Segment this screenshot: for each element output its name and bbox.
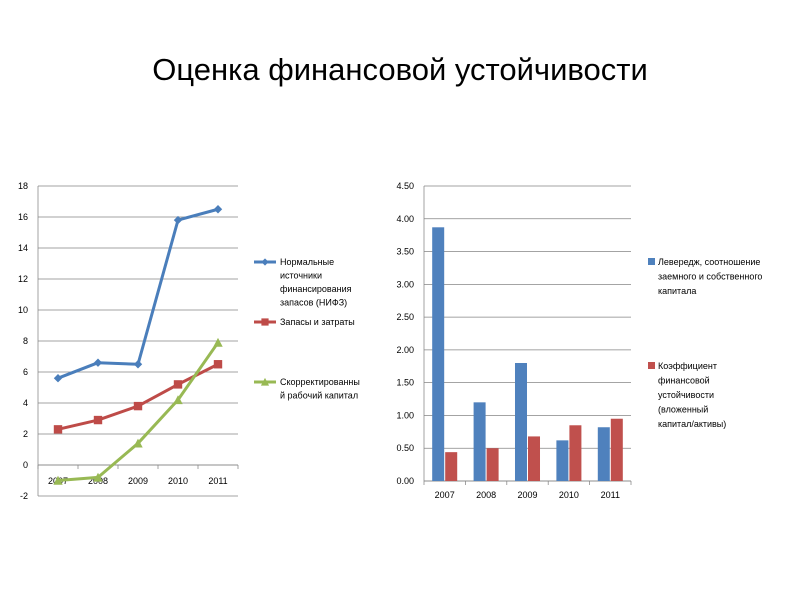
data-point — [173, 380, 183, 389]
y-tick-label: 2.50 — [396, 312, 414, 322]
x-tick-label: 2011 — [601, 490, 620, 500]
bar — [528, 436, 541, 481]
legend-swatch — [648, 258, 655, 265]
y-tick-label: 0.00 — [396, 476, 414, 486]
legend-label: запасов (НИФЗ) — [280, 298, 347, 308]
bar — [432, 227, 445, 481]
legend-label: й рабочий капитал — [280, 391, 358, 401]
y-tick-label: 14 — [18, 243, 28, 253]
legend-label: Нормальные — [280, 257, 334, 267]
y-tick-label: -2 — [20, 491, 28, 501]
data-point — [133, 438, 143, 448]
y-tick-label: 3.50 — [396, 247, 414, 257]
legend-label: капитала — [658, 286, 696, 296]
y-tick-label: 6 — [23, 367, 28, 377]
legend-label: Запасы и затраты — [280, 317, 355, 327]
y-tick-label: 10 — [18, 305, 28, 315]
y-tick-label: 4.50 — [396, 181, 414, 191]
y-tick-label: 4.00 — [396, 214, 414, 224]
y-tick-label: 3.00 — [396, 279, 414, 289]
x-tick-label: 2011 — [208, 476, 227, 486]
bar — [473, 402, 486, 481]
data-point — [93, 472, 103, 482]
x-tick-label: 2010 — [168, 476, 188, 486]
y-tick-label: 2.00 — [396, 345, 414, 355]
data-point — [53, 475, 63, 485]
slide-title: Оценка финансовой устойчивости — [152, 52, 648, 87]
legend-swatch — [648, 362, 655, 369]
legend-label: Левередж, соотношение — [658, 257, 760, 267]
bar — [514, 363, 527, 481]
y-tick-label: 18 — [18, 181, 28, 191]
data-point — [213, 205, 223, 214]
legend-label: источники — [280, 271, 322, 281]
bar — [610, 418, 623, 481]
data-point — [213, 337, 223, 347]
y-tick-label: 8 — [23, 336, 28, 346]
x-tick-label: 2009 — [517, 490, 537, 500]
y-tick-label: 0.50 — [396, 443, 414, 453]
y-tick-label: 2 — [23, 429, 28, 439]
y-tick-label: 1.50 — [396, 378, 414, 388]
legend-label: устойчивости — [658, 390, 714, 400]
y-tick-label: 12 — [18, 274, 28, 284]
x-tick-label: 2008 — [476, 490, 496, 500]
y-tick-label: 4 — [23, 398, 28, 408]
data-point — [93, 415, 103, 425]
data-point — [213, 360, 223, 369]
x-tick-label: 2009 — [128, 476, 148, 486]
legend-label: капитал/активы) — [658, 419, 726, 429]
y-tick-label: 0 — [23, 460, 28, 470]
data-point — [133, 360, 143, 369]
data-point — [173, 395, 183, 405]
legend-label: финансовой — [658, 376, 710, 386]
data-point — [53, 425, 63, 434]
x-tick-label: 2010 — [559, 490, 579, 500]
data-point — [133, 401, 143, 411]
data-point — [53, 374, 63, 383]
legend-label: Скорректированны — [280, 377, 360, 387]
x-tick-label: 2007 — [435, 490, 455, 500]
legend-marker — [261, 318, 269, 326]
bar — [445, 452, 458, 481]
data-point — [173, 215, 183, 225]
bar — [597, 427, 610, 481]
legend-label: (вложенный — [658, 405, 708, 415]
legend-label: Коэффициент — [658, 361, 717, 371]
y-tick-label: 16 — [18, 212, 28, 222]
y-tick-label: 1.00 — [396, 410, 414, 420]
bar — [556, 440, 569, 481]
bar — [486, 448, 499, 481]
legend-label: заемного и собственного — [658, 272, 762, 282]
data-point — [93, 358, 103, 367]
legend-marker — [261, 258, 269, 266]
legend-marker — [260, 377, 270, 386]
legend-label: финансирования — [280, 284, 352, 294]
bar — [569, 425, 582, 481]
